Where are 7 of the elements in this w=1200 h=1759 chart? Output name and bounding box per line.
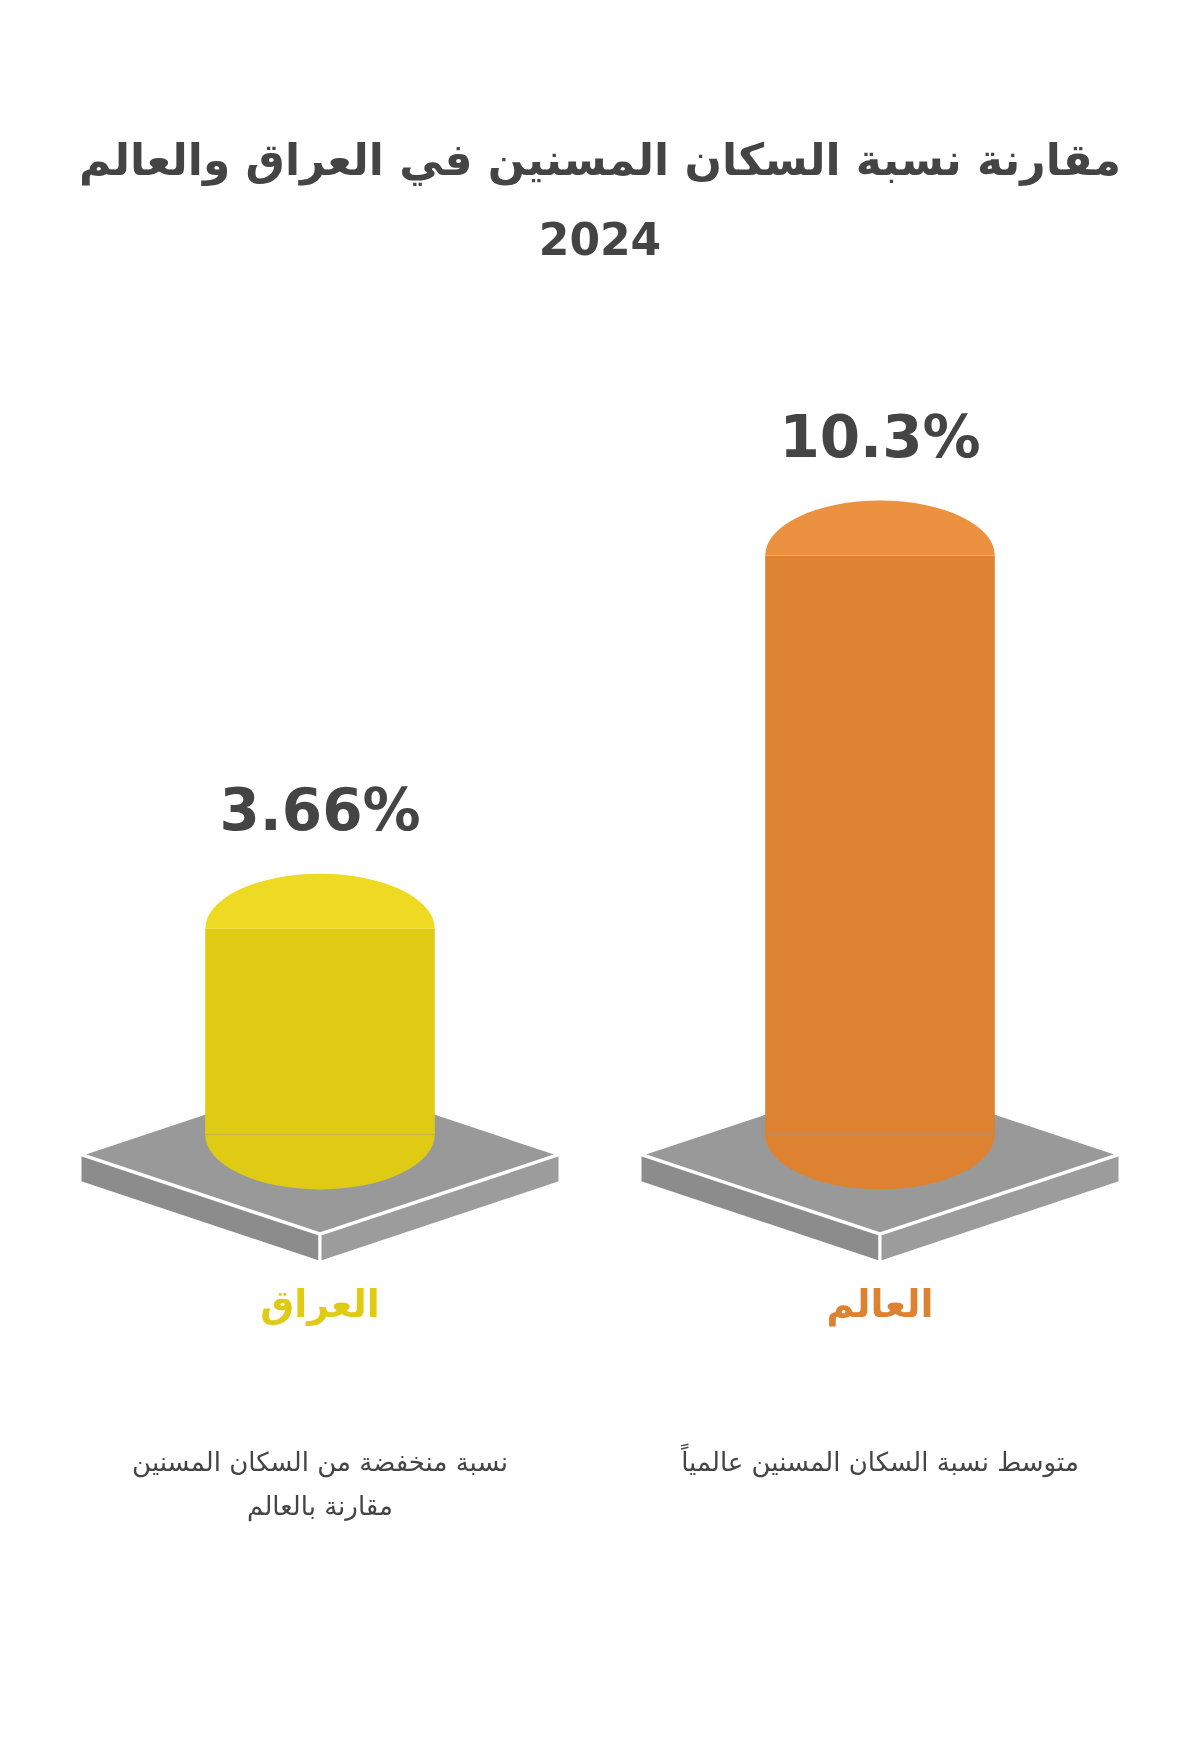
text: نسبة منخفضة من السكان المسنين مقارنة بالعالم bbox=[131, 1446, 509, 1524]
data-label: 3.66% bbox=[219, 775, 421, 844]
data-label: 10.3% bbox=[779, 402, 981, 471]
x-tick-label: العالم bbox=[826, 1282, 934, 1328]
text: متوسط نسبة السكان المسنين عالمياً bbox=[680, 1442, 1080, 1480]
chart-title: مقارنة نسبة السكان المسنين في العراق والعالم 2024 bbox=[77, 133, 1123, 267]
x-tick-label: العراق bbox=[260, 1282, 380, 1327]
